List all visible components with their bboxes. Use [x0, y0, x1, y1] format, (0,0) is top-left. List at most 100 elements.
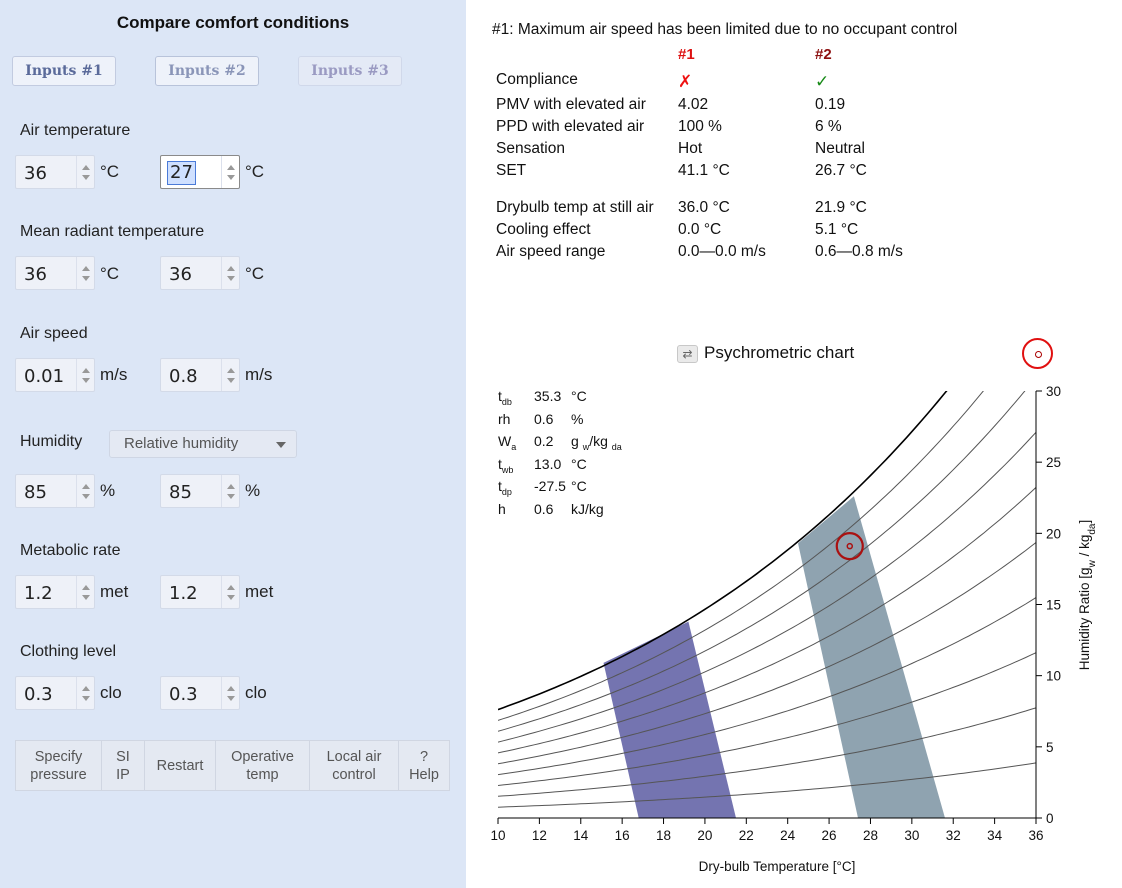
mean-radiant-temperature-2-input[interactable]: 36 — [160, 256, 240, 290]
air-speed-2-input[interactable]: 0.8 — [160, 358, 240, 392]
mean-radiant-temperature-2-stepper[interactable] — [221, 257, 239, 289]
cooling-effect-value-2: 5.1 °C — [815, 221, 859, 238]
humidity-2-input[interactable]: 85 — [160, 474, 240, 508]
chevron-down-icon[interactable] — [227, 494, 235, 499]
chevron-down-icon[interactable] — [227, 696, 235, 701]
twb-unit: °C — [571, 455, 587, 472]
sensation-value-1: Hot — [678, 140, 703, 157]
metabolic-rate-2-value: 1.2 — [169, 583, 198, 604]
chevron-up-icon[interactable] — [82, 266, 90, 271]
chevron-down-icon[interactable] — [227, 595, 235, 600]
metabolic-rate-2-input[interactable]: 1.2 — [160, 575, 240, 609]
metabolic-rate-1-input[interactable]: 1.2 — [15, 575, 95, 609]
chevron-up-icon[interactable] — [82, 484, 90, 489]
tab-inputs-3[interactable]: Inputs #3 — [298, 56, 402, 86]
air-temperature-1-stepper[interactable] — [76, 156, 94, 188]
specify-pressure-line1: Specify — [34, 748, 83, 765]
operative-temp-button[interactable]: Operative temp — [216, 741, 310, 790]
specify-pressure-line2: pressure — [30, 766, 87, 783]
air-temperature-2-unit: °C — [245, 162, 265, 181]
twb-value: 13.0 — [534, 455, 562, 472]
target-icon[interactable] — [1022, 338, 1053, 369]
x-axis-label: Dry-bulb Temperature [°C] — [699, 859, 856, 874]
metabolic-rate-2-stepper[interactable] — [221, 576, 239, 608]
mean-radiant-temperature-1-input[interactable]: 36 — [15, 256, 95, 290]
chevron-up-icon[interactable] — [227, 165, 235, 170]
clothing-level-1-stepper[interactable] — [76, 677, 94, 709]
chevron-up-icon[interactable] — [227, 585, 235, 590]
air-temperature-2-stepper[interactable] — [221, 156, 239, 188]
chevron-up-icon[interactable] — [227, 484, 235, 489]
tab-inputs-2[interactable]: Inputs #2 — [155, 56, 259, 86]
local-air-control-button[interactable]: Local air control — [310, 741, 399, 790]
clothing-level-2-input[interactable]: 0.3 — [160, 676, 240, 710]
clothing-level-2-stepper[interactable] — [221, 677, 239, 709]
humidity-1-unit: % — [100, 481, 116, 500]
humidity-2-unit: % — [245, 481, 261, 500]
air-temperature-2-value: 27 — [167, 161, 196, 185]
chevron-down-icon[interactable] — [82, 276, 90, 281]
tdb-symbol: tdb — [498, 388, 512, 407]
air-temperature-2-input[interactable]: 27 — [160, 155, 240, 189]
pmv-label: PMV with elevated air — [496, 96, 646, 113]
chevron-up-icon[interactable] — [82, 585, 90, 590]
psychrometric-chart[interactable]: 10 12 14 16 18 20 22 24 26 28 30 32 34 360 5 10 15 20 25 30… — [467, 0, 1122, 888]
humidity-2-stepper[interactable] — [221, 475, 239, 507]
chevron-down-icon[interactable] — [227, 378, 235, 383]
clothing-level-1-input[interactable]: 0.3 — [15, 676, 95, 710]
chevron-up-icon[interactable] — [227, 266, 235, 271]
chevron-up-icon[interactable] — [227, 686, 235, 691]
rh-curve-70 — [498, 431, 1036, 743]
drybulb-still-air-value-1: 36.0 °C — [678, 199, 730, 216]
twb-symbol: twb — [498, 455, 514, 475]
air-speed-2-stepper[interactable] — [221, 359, 239, 391]
mean-radiant-temperature-2-value: 36 — [169, 264, 192, 285]
air-speed-1-stepper[interactable] — [76, 359, 94, 391]
si-ip-toggle-button[interactable]: SI IP — [102, 741, 145, 790]
chevron-up-icon[interactable] — [227, 368, 235, 373]
specify-pressure-button[interactable]: Specify pressure — [16, 741, 102, 790]
chevron-down-icon[interactable] — [227, 175, 235, 180]
clothing-level-2-value: 0.3 — [169, 684, 198, 705]
y-tick-label-5: 5 — [1046, 740, 1054, 755]
tab-inputs-1[interactable]: Inputs #1 — [12, 56, 116, 86]
chevron-up-icon[interactable] — [82, 165, 90, 170]
chevron-down-icon[interactable] — [227, 276, 235, 281]
pmv-value-1: 4.02 — [678, 96, 709, 113]
chevron-down-icon[interactable] — [82, 595, 90, 600]
chevron-up-icon[interactable] — [82, 686, 90, 691]
chevron-down-icon[interactable] — [82, 378, 90, 383]
humidity-1-value: 85 — [24, 482, 47, 503]
x-tick-label-36: 36 — [1028, 828, 1043, 843]
chevron-down-icon[interactable] — [82, 175, 90, 180]
humidity-1-stepper[interactable] — [76, 475, 94, 507]
cooling-effect-value-1: 0.0 °C — [678, 221, 722, 238]
y-tick-label-10: 10 — [1046, 669, 1061, 684]
air-temperature-label: Air temperature — [20, 122, 131, 139]
mean-radiant-temperature-1-stepper[interactable] — [76, 257, 94, 289]
ppd-label: PPD with elevated air — [496, 118, 645, 135]
chevron-up-icon[interactable] — [82, 368, 90, 373]
chevron-down-icon[interactable] — [82, 494, 90, 499]
comfort-zone-2 — [798, 496, 945, 818]
humidity-1-input[interactable]: 85 — [15, 474, 95, 508]
h-symbol: h — [498, 500, 506, 517]
restart-button[interactable]: Restart — [145, 741, 216, 790]
chevron-down-icon[interactable] — [82, 696, 90, 701]
panel-title: Compare comfort conditions — [116, 13, 350, 32]
metabolic-rate-1-unit: met — [100, 582, 129, 601]
metabolic-rate-1-stepper[interactable] — [76, 576, 94, 608]
y-tick-label-20: 20 — [1046, 526, 1061, 541]
sensation-label: Sensation — [496, 140, 565, 157]
humidity-type-select[interactable]: Relative humidity — [109, 430, 297, 458]
swap-chart-icon[interactable]: ⇄ — [677, 345, 698, 363]
air-speed-1-input[interactable]: 0.01 — [15, 358, 95, 392]
compliance-label: Compliance — [496, 71, 578, 88]
w-value: 0.2 — [534, 433, 554, 449]
help-button[interactable]: ? Help — [399, 741, 449, 790]
air-speed-note: #1: Maximum air speed has been limited d… — [492, 21, 958, 38]
comfort-zone-1 — [603, 621, 736, 818]
mean-radiant-temperature-2-unit: °C — [245, 264, 265, 283]
air-temperature-1-input[interactable]: 36 — [15, 155, 95, 189]
